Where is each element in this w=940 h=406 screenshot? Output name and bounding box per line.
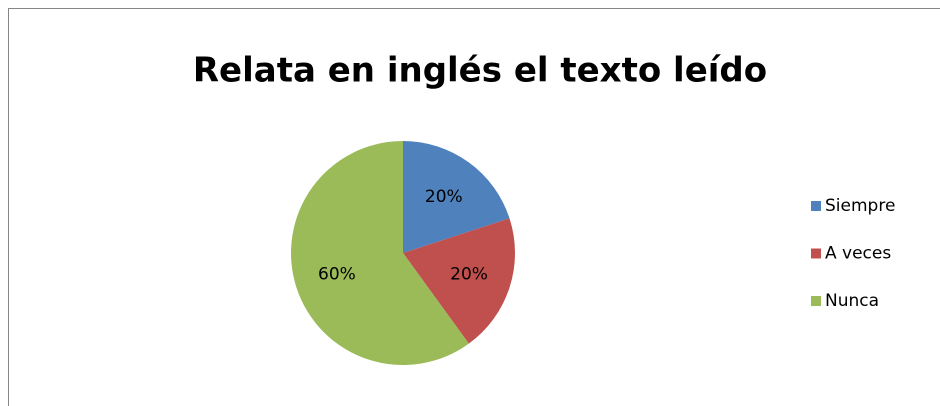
legend-label: A veces	[825, 244, 891, 264]
data-label: 20%	[450, 264, 488, 284]
legend-label: Nunca	[825, 291, 879, 311]
chart-title: Relata en inglés el texto leído	[193, 51, 767, 91]
pie-slice	[403, 141, 510, 253]
legend-swatch	[811, 201, 821, 211]
data-label: 60%	[318, 264, 356, 284]
legend-swatch	[811, 296, 821, 306]
data-label: 20%	[425, 187, 463, 207]
legend-label: Siempre	[825, 196, 895, 216]
pie-slice	[291, 141, 469, 365]
pie-slice	[403, 218, 516, 344]
legend-swatch	[811, 248, 821, 259]
